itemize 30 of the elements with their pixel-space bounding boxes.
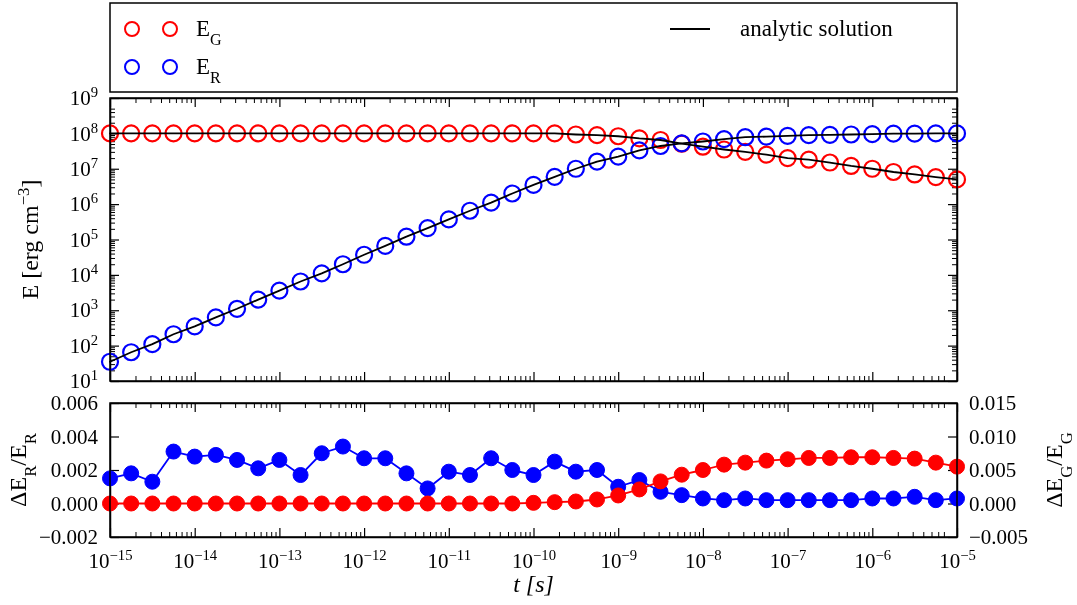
y2-tick-label: 0.015 [969,391,1017,416]
y-tick-label: 10$^{2}$ [69,331,98,358]
y-tick-label: 0.004 [50,424,99,449]
x-axis-title: t [s] [513,571,554,597]
x-tick-label: 10$^{−12}$ [342,546,387,573]
y2-tick-label: 0.000 [969,491,1017,516]
x-tick-label: 10$^{−9}$ [600,546,638,573]
y-tick-label: 10$^{1}$ [69,367,98,394]
y-tick-label: 10$^{9}$ [69,84,98,111]
x-tick-label: 10$^{−8}$ [685,546,722,573]
y-tick-label: 10$^{3}$ [69,296,98,323]
y2-tick-label: 0.005 [969,458,1017,483]
x-tick-label: 10$^{−11}$ [427,546,472,573]
y-tick-label: 0.002 [50,458,98,483]
x-tick-label: 10$^{−13}$ [257,546,302,573]
x-tick-label: 10$^{−10}$ [512,546,556,573]
legend-label: E$_{R}$ [196,54,222,86]
x-tick-label: 10$^{−7}$ [769,546,807,573]
y-tick-label: 10$^{6}$ [69,190,98,217]
y2-tick-label: 0.010 [969,424,1017,449]
x-tick-label: 10$^{−6}$ [854,546,892,573]
y-tick-label: 10$^{7}$ [69,154,98,181]
y-tick-label: 10$^{5}$ [69,225,98,252]
y-tick-label: 0.000 [50,491,98,516]
legend-label: analytic solution [740,16,894,41]
y-tick-label: 0.006 [50,391,98,416]
x-tick-label: 10$^{−14}$ [173,546,218,573]
y-tick-label: 10$^{4}$ [69,261,99,288]
legend-label: E$_{G}$ [196,16,223,48]
y-tick-label: 10$^{8}$ [69,119,98,146]
